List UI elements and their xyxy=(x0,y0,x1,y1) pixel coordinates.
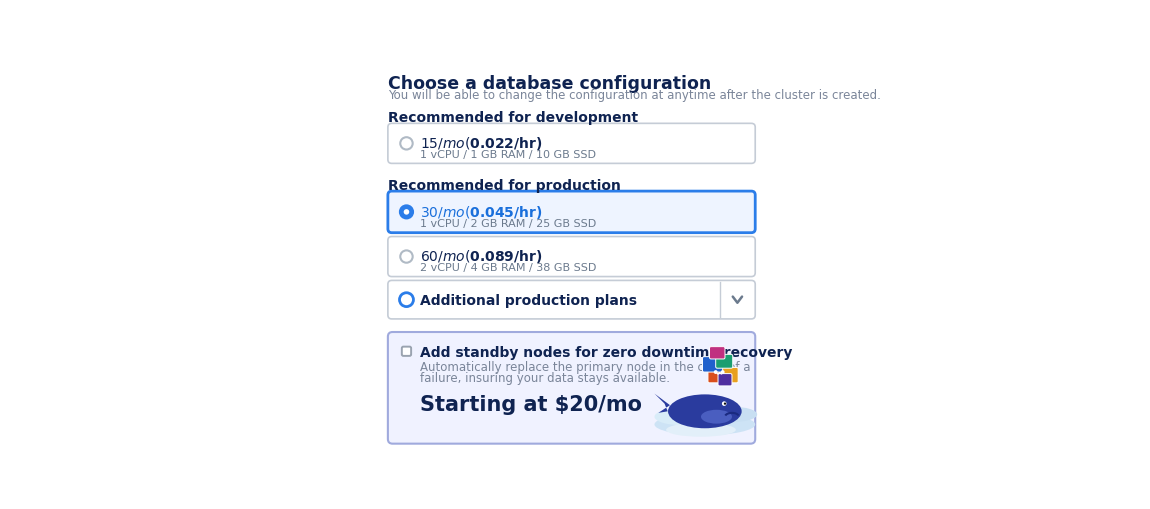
FancyBboxPatch shape xyxy=(718,374,733,386)
FancyBboxPatch shape xyxy=(388,124,756,164)
Ellipse shape xyxy=(654,408,708,426)
Circle shape xyxy=(400,251,413,263)
Circle shape xyxy=(723,403,726,405)
Text: Recommended for development: Recommended for development xyxy=(388,111,638,125)
Text: failure, insuring your data stays available.: failure, insuring your data stays availa… xyxy=(421,372,670,384)
Text: Automatically replace the primary node in the case of a: Automatically replace the primary node i… xyxy=(421,361,751,374)
Text: 1 vCPU / 1 GB RAM / 10 GB SSD: 1 vCPU / 1 GB RAM / 10 GB SSD xyxy=(421,150,597,160)
FancyBboxPatch shape xyxy=(388,192,756,233)
Ellipse shape xyxy=(654,414,756,435)
Text: You will be able to change the configuration at anytime after the cluster is cre: You will be able to change the configura… xyxy=(388,89,881,102)
FancyBboxPatch shape xyxy=(708,364,731,383)
Circle shape xyxy=(714,371,718,374)
FancyBboxPatch shape xyxy=(388,332,756,444)
Circle shape xyxy=(400,138,413,150)
Text: $60/mo ($0.089/hr): $60/mo ($0.089/hr) xyxy=(421,248,543,265)
FancyBboxPatch shape xyxy=(720,367,738,383)
Text: Starting at $20/mo: Starting at $20/mo xyxy=(421,394,643,414)
Circle shape xyxy=(722,402,727,406)
Ellipse shape xyxy=(707,407,757,422)
Ellipse shape xyxy=(668,394,742,429)
Text: $30/mo ($0.045/hr): $30/mo ($0.045/hr) xyxy=(421,203,543,220)
FancyBboxPatch shape xyxy=(703,357,722,372)
Text: $15/mo ($0.022/hr): $15/mo ($0.022/hr) xyxy=(421,135,543,152)
Circle shape xyxy=(404,210,409,215)
Circle shape xyxy=(400,206,413,219)
Text: Choose a database configuration: Choose a database configuration xyxy=(388,75,711,93)
Circle shape xyxy=(399,293,414,307)
FancyBboxPatch shape xyxy=(710,347,724,359)
Polygon shape xyxy=(654,394,670,413)
Ellipse shape xyxy=(666,423,736,437)
Circle shape xyxy=(721,371,724,374)
Ellipse shape xyxy=(702,410,733,424)
FancyBboxPatch shape xyxy=(388,237,756,277)
Text: Add standby nodes for zero downtime recovery: Add standby nodes for zero downtime reco… xyxy=(421,346,792,359)
Text: 1 vCPU / 2 GB RAM / 25 GB SSD: 1 vCPU / 2 GB RAM / 25 GB SSD xyxy=(421,218,597,228)
Text: Additional production plans: Additional production plans xyxy=(421,293,637,307)
FancyBboxPatch shape xyxy=(401,347,412,356)
FancyBboxPatch shape xyxy=(715,355,733,369)
Text: 2 vCPU / 4 GB RAM / 38 GB SSD: 2 vCPU / 4 GB RAM / 38 GB SSD xyxy=(421,263,597,273)
Text: Recommended for production: Recommended for production xyxy=(388,179,621,192)
FancyBboxPatch shape xyxy=(388,281,756,319)
